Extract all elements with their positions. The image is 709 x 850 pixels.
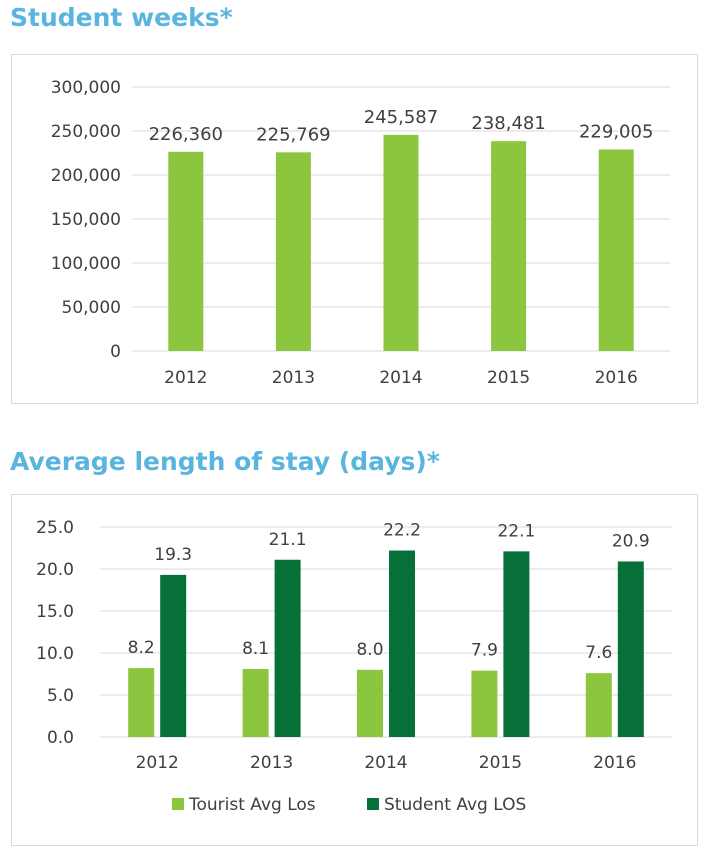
tourist-bar xyxy=(357,669,383,737)
student-weeks-title: Student weeks* xyxy=(10,3,233,32)
student-weeks-svg: 0 50,000 100,000 150,000 200,000 250,000 300,0… xyxy=(51,78,670,388)
y-tick-label: 25.0 xyxy=(36,518,74,538)
legend-label-student: Student Avg LOS xyxy=(384,795,526,815)
tourist-data-label: 8.1 xyxy=(242,639,269,659)
y-tick-label: 250,000 xyxy=(51,122,121,142)
tourist-bar xyxy=(242,668,269,737)
x-tick-label: 2012 xyxy=(164,368,207,388)
student-bar xyxy=(503,551,530,737)
legend-swatch-student xyxy=(367,798,379,810)
bar xyxy=(168,151,204,351)
tourist-data-label: 7.9 xyxy=(471,641,498,661)
tourist-bar xyxy=(585,673,612,737)
student-data-label: 22.1 xyxy=(497,521,535,541)
y-tick-label: 10.0 xyxy=(36,644,74,664)
x-tick-label: 2015 xyxy=(479,753,522,773)
student-bar xyxy=(274,559,301,737)
y-tick-label: 100,000 xyxy=(51,254,121,274)
student-data-label: 19.3 xyxy=(154,545,192,565)
bar xyxy=(383,134,419,351)
student-bar xyxy=(160,574,187,737)
tourist-bar xyxy=(471,670,498,737)
x-tick-label: 2013 xyxy=(272,368,315,388)
avg-stay-chart: 0.0 5.0 10.0 15.0 20.0 25.0 8.2 19.3 2012 8.1 21.1… xyxy=(11,494,698,846)
y-tick-label: 50,000 xyxy=(62,298,121,318)
data-label: 229,005 xyxy=(579,121,653,142)
student-data-label: 21.1 xyxy=(269,530,307,550)
data-label: 238,481 xyxy=(471,113,545,134)
legend-label-tourist: Tourist Avg Los xyxy=(188,795,316,815)
tourist-data-label: 7.6 xyxy=(585,643,612,663)
bar xyxy=(275,152,311,351)
avg-stay-svg: 0.0 5.0 10.0 15.0 20.0 25.0 8.2 19.3 2012 8.1 21.1… xyxy=(36,518,672,815)
y-tick-label: 20.0 xyxy=(36,560,74,580)
bar xyxy=(598,149,634,351)
student-bar xyxy=(617,561,644,737)
x-tick-label: 2015 xyxy=(487,368,530,388)
y-tick-label: 0 xyxy=(110,342,121,362)
student-data-label: 22.2 xyxy=(383,521,421,541)
data-label: 245,587 xyxy=(364,107,438,128)
legend-swatch-tourist xyxy=(172,798,184,810)
y-tick-label: 15.0 xyxy=(36,602,74,622)
x-tick-label: 2016 xyxy=(595,368,638,388)
y-tick-label: 0.0 xyxy=(47,728,74,748)
avg-stay-title: Average length of stay (days)* xyxy=(10,447,440,476)
tourist-data-label: 8.2 xyxy=(128,638,155,658)
tourist-data-label: 8.0 xyxy=(356,640,383,660)
x-tick-label: 2013 xyxy=(250,753,293,773)
student-bar xyxy=(389,550,415,737)
x-tick-label: 2012 xyxy=(136,753,179,773)
student-data-label: 20.9 xyxy=(612,531,650,551)
bar xyxy=(491,141,527,351)
tourist-bar xyxy=(128,668,155,737)
y-tick-label: 150,000 xyxy=(51,210,121,230)
y-tick-label: 200,000 xyxy=(51,166,121,186)
student-weeks-chart: 0 50,000 100,000 150,000 200,000 250,000 300,0… xyxy=(11,54,698,404)
x-tick-label: 2016 xyxy=(593,753,636,773)
y-tick-label: 300,000 xyxy=(51,78,121,98)
x-tick-label: 2014 xyxy=(379,368,422,388)
y-tick-label: 5.0 xyxy=(47,686,74,706)
x-tick-label: 2014 xyxy=(364,753,407,773)
data-label: 225,769 xyxy=(256,124,330,145)
data-label: 226,360 xyxy=(149,124,223,145)
